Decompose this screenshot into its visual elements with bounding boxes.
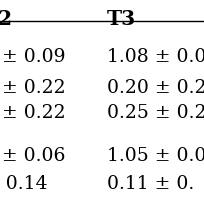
Text: 0 ± 0.22: 0 ± 0.22: [0, 103, 65, 121]
Text: 0.20 ± 0.2: 0.20 ± 0.2: [106, 79, 204, 97]
Text: T3: T3: [106, 9, 135, 29]
Text: 1.05 ± 0.0: 1.05 ± 0.0: [106, 146, 204, 164]
Text: 0 ± 0.22: 0 ± 0.22: [0, 79, 65, 97]
Text: ± 0.14: ± 0.14: [0, 175, 47, 193]
Text: 1.08 ± 0.0: 1.08 ± 0.0: [106, 48, 204, 66]
Text: T2: T2: [0, 9, 12, 29]
Text: 8 ± 0.09: 8 ± 0.09: [0, 48, 65, 66]
Text: 0.11 ± 0.: 0.11 ± 0.: [106, 175, 193, 193]
Text: 0.25 ± 0.2: 0.25 ± 0.2: [106, 103, 204, 121]
Text: 3 ± 0.06: 3 ± 0.06: [0, 146, 65, 164]
